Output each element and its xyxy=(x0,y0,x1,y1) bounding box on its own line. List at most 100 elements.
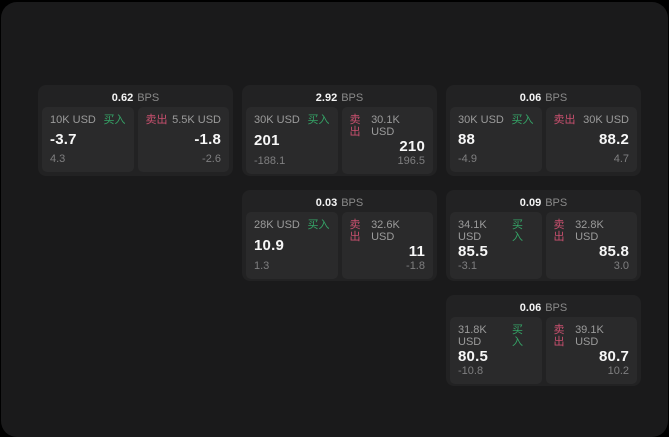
spread-value: 0.09 xyxy=(519,197,542,209)
buy-amount: 31.8K USD xyxy=(458,324,487,348)
spread-value: 0.06 xyxy=(519,92,542,104)
spread-header: 0.03 BPS xyxy=(246,194,433,212)
buy-quote-top-row: 28K USD 买入 xyxy=(254,219,330,231)
sell-amount: 30K USD xyxy=(583,114,629,126)
buy-amount: 30K USD xyxy=(254,114,300,126)
spread-unit-label: BPS xyxy=(545,197,568,209)
buy-quote-panel[interactable]: 31.8K USD 买入 80.5 -10.8 xyxy=(450,317,542,384)
buy-sub-value: -10.8 xyxy=(458,365,484,377)
spread-header: 0.06 BPS xyxy=(450,89,637,107)
sell-quote-top-row: 卖出 30K USD xyxy=(554,114,630,126)
spread-value: 2.92 xyxy=(315,92,338,104)
sell-quote-panel[interactable]: 卖出 32.8K USD 85.8 3.0 xyxy=(545,212,637,279)
quote-card: 2.92 BPS 30K USD 买入 201 -188.1 卖出 30.1K … xyxy=(242,85,437,176)
buy-sub-value: -3.1 xyxy=(458,260,477,272)
sell-price: 210 xyxy=(399,138,425,155)
sell-sub-value: -2.6 xyxy=(202,153,221,165)
sell-sub-value: 10.2 xyxy=(607,365,629,377)
sell-sub-value: 4.7 xyxy=(613,153,629,165)
buy-quote-panel[interactable]: 30K USD 买入 201 -188.1 xyxy=(246,107,338,174)
spread-unit-label: BPS xyxy=(545,92,568,104)
quote-card: 0.03 BPS 28K USD 买入 10.9 1.3 卖出 32.6K US… xyxy=(242,190,437,281)
buy-sub-value: 1.3 xyxy=(254,260,270,272)
sell-amount: 30.1K USD xyxy=(371,114,400,138)
sell-sub-value: 196.5 xyxy=(397,155,425,167)
buy-price: 201 xyxy=(254,132,280,149)
buy-quote-panel[interactable]: 34.1K USD 买入 85.5 -3.1 xyxy=(450,212,542,279)
buy-quote-top-row: 10K USD 买入 xyxy=(50,114,126,126)
buy-label: 买入 xyxy=(307,219,330,231)
buy-quote-panel[interactable]: 10K USD 买入 -3.7 4.3 xyxy=(42,107,134,172)
buy-label: 买入 xyxy=(511,219,523,243)
sell-amount: 32.8K USD xyxy=(575,219,604,243)
buy-price: 88 xyxy=(458,131,476,148)
buy-sub-value: -4.9 xyxy=(458,153,477,165)
sell-quote-top-row: 卖出 5.5K USD xyxy=(146,114,222,126)
sell-price: 80.7 xyxy=(599,348,629,365)
quote-card-body: 10K USD 买入 -3.7 4.3 卖出 5.5K USD -1.8 -2.… xyxy=(42,107,229,172)
sell-amount: 5.5K USD xyxy=(172,114,221,126)
sell-sub-value: -1.8 xyxy=(406,260,425,272)
spread-header: 0.62 BPS xyxy=(42,89,229,107)
sell-quote-top-row: 卖出 39.1K USD xyxy=(554,324,630,348)
buy-quote-panel[interactable]: 30K USD 买入 88 -4.9 xyxy=(450,107,542,172)
quote-cards-grid: 0.62 BPS 10K USD 买入 -3.7 4.3 卖出 5.5K USD… xyxy=(38,85,641,386)
spread-value: 0.62 xyxy=(111,92,134,104)
spread-unit-label: BPS xyxy=(341,92,364,104)
sell-label: 卖出 xyxy=(553,114,576,126)
buy-label: 买入 xyxy=(511,114,534,126)
buy-amount: 28K USD xyxy=(254,219,300,231)
sell-quote-panel[interactable]: 卖出 30K USD 88.2 4.7 xyxy=(545,107,637,172)
quote-card-body: 31.8K USD 买入 80.5 -10.8 卖出 39.1K USD 80.… xyxy=(450,317,637,384)
sell-price: 11 xyxy=(408,243,425,260)
spread-value: 0.06 xyxy=(519,302,542,314)
sell-label: 卖出 xyxy=(349,114,361,138)
quote-card: 0.62 BPS 10K USD 买入 -3.7 4.3 卖出 5.5K USD… xyxy=(38,85,233,176)
buy-price: -3.7 xyxy=(50,131,77,148)
buy-amount: 10K USD xyxy=(50,114,96,126)
quote-card-body: 30K USD 买入 201 -188.1 卖出 30.1K USD 210 1… xyxy=(246,107,433,174)
sell-amount: 32.6K USD xyxy=(371,219,400,243)
sell-sub-value: 3.0 xyxy=(613,260,629,272)
sell-label: 卖出 xyxy=(553,219,565,243)
sell-label: 卖出 xyxy=(145,114,168,126)
quote-card: 0.09 BPS 34.1K USD 买入 85.5 -3.1 卖出 32.8K… xyxy=(446,190,641,281)
sell-quote-top-row: 卖出 32.6K USD xyxy=(350,219,426,243)
spread-unit-label: BPS xyxy=(545,302,568,314)
buy-label: 买入 xyxy=(307,114,330,126)
buy-price: 10.9 xyxy=(254,237,284,254)
buy-price: 85.5 xyxy=(458,243,488,260)
spread-header: 2.92 BPS xyxy=(246,89,433,107)
spread-header: 0.06 BPS xyxy=(450,299,637,317)
buy-label: 买入 xyxy=(103,114,126,126)
quote-card-body: 28K USD 买入 10.9 1.3 卖出 32.6K USD 11 -1.8 xyxy=(246,212,433,279)
quote-card-body: 30K USD 买入 88 -4.9 卖出 30K USD 88.2 4.7 xyxy=(450,107,637,172)
sell-amount: 39.1K USD xyxy=(575,324,604,348)
sell-quote-panel[interactable]: 卖出 5.5K USD -1.8 -2.6 xyxy=(137,107,229,172)
sell-price: -1.8 xyxy=(194,131,221,148)
quote-card: 0.06 BPS 30K USD 买入 88 -4.9 卖出 30K USD 8… xyxy=(446,85,641,176)
sell-quote-panel[interactable]: 卖出 30.1K USD 210 196.5 xyxy=(341,107,433,174)
quote-card-body: 34.1K USD 买入 85.5 -3.1 卖出 32.8K USD 85.8… xyxy=(450,212,637,279)
buy-price: 80.5 xyxy=(458,348,488,365)
buy-quote-top-row: 30K USD 买入 xyxy=(254,114,330,126)
buy-quote-top-row: 34.1K USD 买入 xyxy=(458,219,534,243)
buy-sub-value: 4.3 xyxy=(50,153,66,165)
buy-amount: 34.1K USD xyxy=(458,219,487,243)
sell-quote-top-row: 卖出 32.8K USD xyxy=(554,219,630,243)
spread-unit-label: BPS xyxy=(137,92,160,104)
quote-card: 0.06 BPS 31.8K USD 买入 80.5 -10.8 卖出 39.1… xyxy=(446,295,641,386)
sell-quote-top-row: 卖出 30.1K USD xyxy=(350,114,426,138)
sell-price: 85.8 xyxy=(599,243,629,260)
buy-quote-top-row: 31.8K USD 买入 xyxy=(458,324,534,348)
sell-price: 88.2 xyxy=(599,131,629,148)
buy-quote-top-row: 30K USD 买入 xyxy=(458,114,534,126)
spread-value: 0.03 xyxy=(315,197,338,209)
sell-quote-panel[interactable]: 卖出 39.1K USD 80.7 10.2 xyxy=(545,317,637,384)
buy-sub-value: -188.1 xyxy=(254,155,286,167)
sell-label: 卖出 xyxy=(553,324,565,348)
buy-quote-panel[interactable]: 28K USD 买入 10.9 1.3 xyxy=(246,212,338,279)
sell-quote-panel[interactable]: 卖出 32.6K USD 11 -1.8 xyxy=(341,212,433,279)
sell-label: 卖出 xyxy=(349,219,361,243)
